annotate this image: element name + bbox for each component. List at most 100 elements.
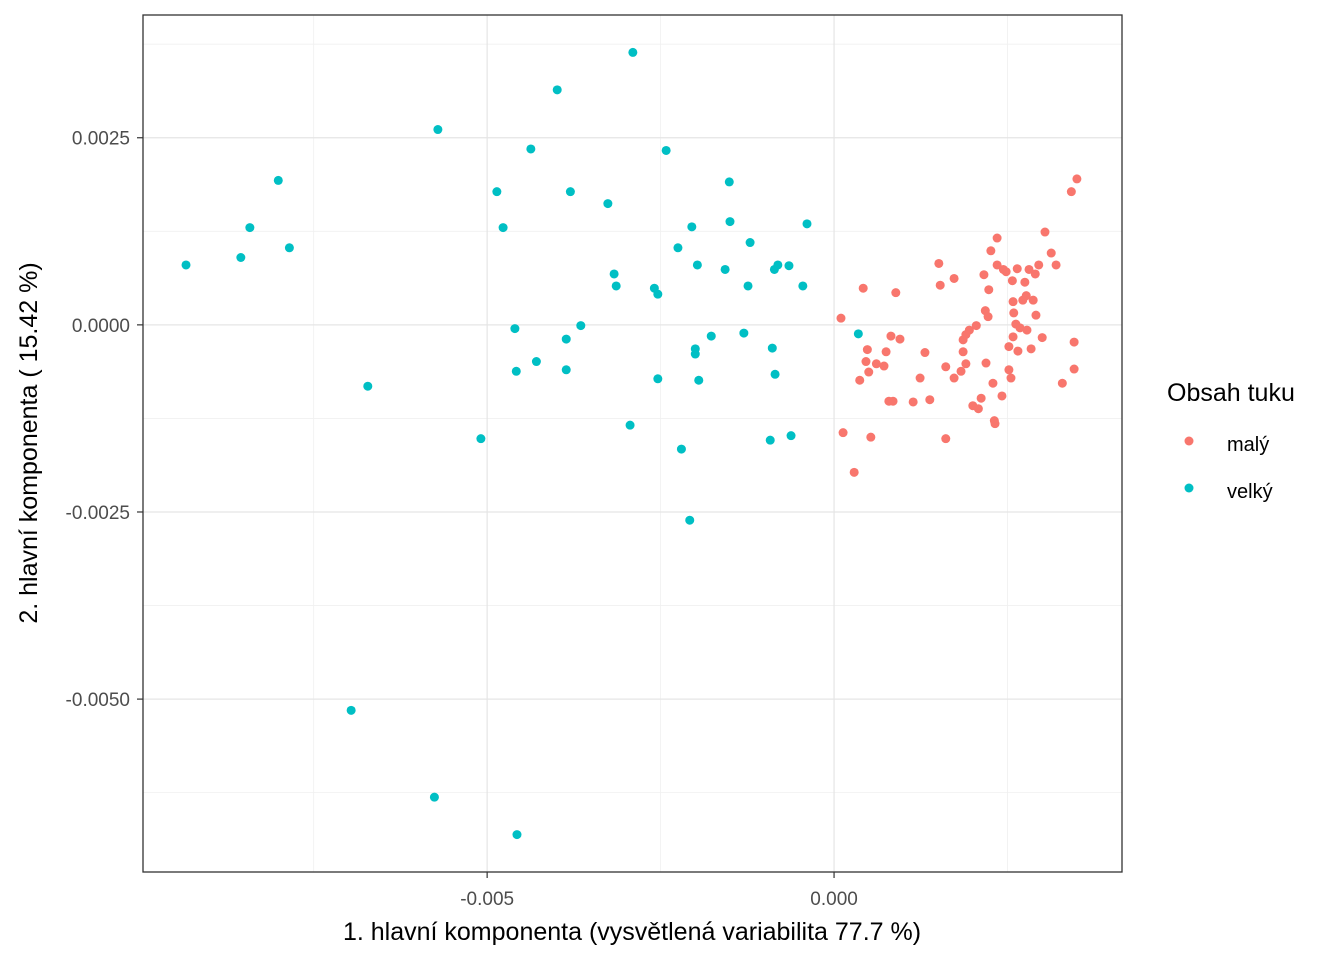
y-tick-label: -0.0050	[66, 690, 130, 711]
point-velky	[743, 281, 753, 291]
point-maly	[879, 361, 889, 371]
point-maly	[992, 260, 1002, 270]
point-velky	[653, 289, 663, 299]
point-velky	[625, 420, 635, 430]
point-velky	[510, 324, 520, 334]
point-velky	[694, 375, 704, 385]
point-maly	[1006, 373, 1016, 383]
point-velky	[429, 792, 439, 802]
point-maly	[886, 331, 896, 341]
point-maly	[908, 397, 918, 407]
point-maly	[983, 312, 993, 322]
point-maly	[1034, 260, 1044, 270]
point-velky	[476, 434, 486, 444]
point-maly	[935, 280, 945, 290]
point-maly	[836, 313, 846, 323]
y-tick-label: 0.0000	[72, 316, 130, 337]
x-axis-ticks: -0.005 0.000	[460, 872, 858, 910]
point-maly	[964, 325, 974, 335]
legend-label-maly: malý	[1227, 434, 1269, 456]
point-maly	[1066, 187, 1076, 197]
major-gridlines	[143, 15, 1122, 872]
point-velky	[784, 261, 794, 271]
point-velky	[724, 177, 734, 187]
point-maly	[864, 367, 874, 377]
point-velky	[661, 145, 671, 155]
point-maly	[1057, 378, 1067, 388]
point-maly	[973, 404, 983, 414]
point-velky	[346, 705, 356, 715]
point-maly	[871, 359, 881, 369]
point-velky	[802, 219, 812, 229]
point-maly	[997, 391, 1007, 401]
y-axis-title: 2. hlavní komponenta ( 15.42 %)	[15, 262, 43, 623]
point-maly	[1012, 264, 1022, 274]
point-maly	[1004, 342, 1014, 352]
point-maly	[888, 396, 898, 406]
point-maly	[981, 358, 991, 368]
x-tick-label: -0.005	[460, 889, 514, 910]
point-velky	[236, 253, 246, 263]
point-maly	[1040, 227, 1050, 237]
point-maly	[895, 334, 905, 344]
point-maly	[949, 273, 959, 283]
point-velky	[690, 349, 700, 359]
point-velky	[725, 217, 735, 227]
point-velky	[526, 144, 536, 154]
point-velky	[773, 260, 783, 270]
point-maly	[891, 288, 901, 298]
point-velky	[745, 238, 755, 248]
point-maly	[1009, 308, 1019, 318]
legend-key-maly	[1184, 436, 1194, 446]
point-velky	[273, 175, 283, 185]
x-axis-title: 1. hlavní komponenta (vysvětlená variabi…	[343, 918, 921, 946]
point-maly	[1013, 346, 1023, 356]
point-velky	[284, 243, 294, 253]
y-axis-ticks: 0.0025 0.0000 -0.0025 -0.0050	[66, 129, 143, 711]
point-maly	[1051, 260, 1061, 270]
point-maly	[1037, 333, 1047, 343]
point-maly	[920, 348, 930, 358]
point-velky	[245, 223, 255, 233]
point-maly	[984, 285, 994, 295]
point-velky	[492, 187, 502, 197]
point-velky	[676, 444, 686, 454]
minor-gridlines	[143, 15, 1122, 872]
point-maly	[1001, 267, 1011, 277]
point-maly	[849, 467, 859, 477]
point-velky	[786, 431, 796, 441]
point-maly	[958, 347, 968, 357]
point-maly	[961, 359, 971, 369]
point-maly	[858, 283, 868, 293]
point-maly	[941, 362, 951, 372]
point-maly	[988, 378, 998, 388]
point-velky	[720, 264, 730, 274]
legend-title: Obsah tuku	[1167, 379, 1295, 407]
point-maly	[838, 428, 848, 438]
point-velky	[512, 830, 522, 840]
point-maly	[1031, 310, 1041, 320]
point-maly	[1069, 337, 1079, 347]
point-maly	[1015, 323, 1025, 333]
legend-key-velky	[1184, 483, 1194, 493]
point-velky	[706, 331, 716, 341]
point-velky	[576, 321, 586, 331]
point-maly	[1026, 344, 1036, 354]
point-maly	[862, 345, 872, 355]
point-velky	[687, 222, 697, 232]
point-maly	[941, 434, 951, 444]
point-velky	[765, 435, 775, 445]
point-maly	[1008, 297, 1018, 307]
point-maly	[949, 373, 959, 383]
point-velky	[433, 125, 443, 135]
point-velky	[767, 343, 777, 353]
point-maly	[1008, 332, 1018, 342]
y-tick-label: -0.0025	[66, 503, 130, 524]
point-maly	[881, 347, 891, 357]
point-velky	[673, 243, 683, 253]
point-velky	[603, 199, 613, 209]
point-maly	[1046, 248, 1056, 258]
plot-panel	[143, 15, 1122, 872]
point-velky	[561, 365, 571, 375]
